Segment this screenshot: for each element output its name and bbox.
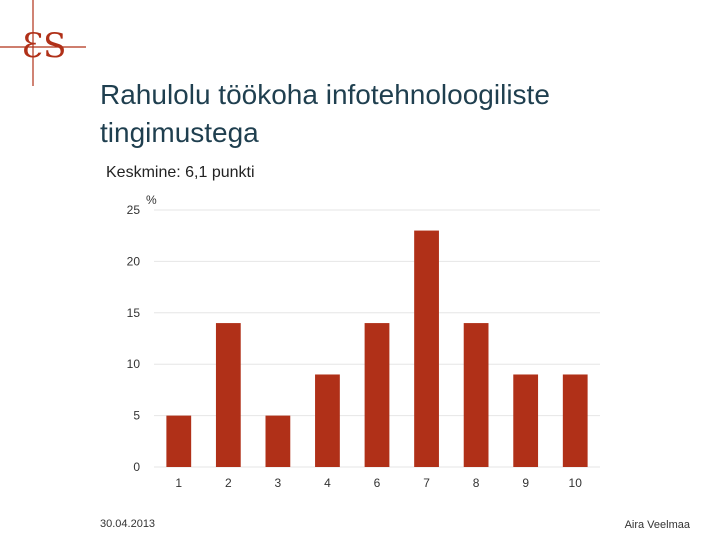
footer-author: Aira Veelmaa [624,519,690,531]
bar [315,374,340,467]
bar [166,415,192,467]
y-tick-label: 15 [127,306,141,320]
bar [414,230,439,467]
y-tick-label: 0 [133,460,140,474]
logo-text: ƐS [22,26,66,66]
y-tick-label: 25 [127,203,141,217]
x-tick-label: 8 [473,476,480,490]
y-tick-label: 20 [127,254,141,268]
bar [364,323,390,467]
x-tick-label: 3 [275,476,282,490]
bar [215,323,241,467]
y-tick-label: 10 [127,357,141,371]
bar [463,323,489,467]
bar [513,374,539,467]
es-logo: ƐS [0,0,86,86]
x-tick-label: 10 [569,476,583,490]
y-axis-unit: % [146,193,157,207]
x-tick-label: 7 [423,476,430,490]
bar-chart: 0 5 10 15 20 25% 1 2 3 4 6 7 8 9 10 [127,193,600,490]
x-tick-label: 4 [324,476,331,490]
bar [265,415,291,467]
footer-date: 30.04.2013 [100,518,156,530]
x-tick-label: 1 [175,476,182,490]
slide-title: Rahulolu töökoha infotehnoloogiliste tin… [100,79,550,148]
x-tick-label: 9 [522,476,529,490]
slide-subtitle: Keskmine: 6,1 punkti [106,164,255,181]
y-tick-label: 5 [133,409,140,423]
x-tick-label: 6 [374,476,381,490]
x-tick-label: 2 [225,476,232,490]
bar [562,374,588,467]
